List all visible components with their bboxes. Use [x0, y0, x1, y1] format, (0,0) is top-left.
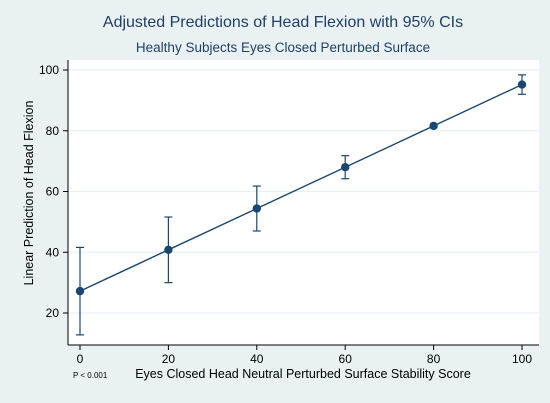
y-axis-label: Linear Prediction of Head Flexion: [22, 101, 36, 286]
chart-subtitle: Healthy Subjects Eyes Closed Perturbed S…: [136, 40, 430, 55]
chart-title: Adjusted Predictions of Head Flexion wit…: [103, 14, 463, 31]
x-tick-label-60: 60: [339, 352, 353, 366]
plot-area: [68, 60, 539, 345]
x-tick-label-80: 80: [427, 352, 441, 366]
data-point-0: [75, 286, 85, 296]
x-tick-label-100: 100: [512, 352, 532, 366]
axis-layer: 20 40 60 80 100 0 20 40 60 80 100: [39, 60, 539, 366]
data-point-60: [341, 163, 350, 172]
p-value-annotation: P < 0.001: [73, 371, 108, 380]
x-tick-label-20: 20: [162, 352, 176, 366]
series-layer: [75, 74, 527, 336]
data-point-20: [164, 245, 173, 255]
y-tick-label-80: 80: [46, 124, 60, 138]
grid-layer: [68, 69, 539, 314]
data-point-40: [252, 204, 261, 213]
x-axis-label: Eyes Closed Head Neutral Perturbed Surfa…: [135, 367, 471, 381]
y-tick-label-100: 100: [39, 63, 59, 77]
x-tick-label-40: 40: [250, 352, 264, 366]
y-tick-label-20: 20: [46, 306, 60, 320]
data-point-100: [517, 80, 527, 89]
prediction-line: [79, 83, 523, 292]
y-tick-label-60: 60: [46, 185, 60, 199]
data-point-80: [429, 121, 438, 131]
y-tick-label-40: 40: [46, 245, 60, 259]
x-tick-label-0: 0: [77, 352, 84, 366]
